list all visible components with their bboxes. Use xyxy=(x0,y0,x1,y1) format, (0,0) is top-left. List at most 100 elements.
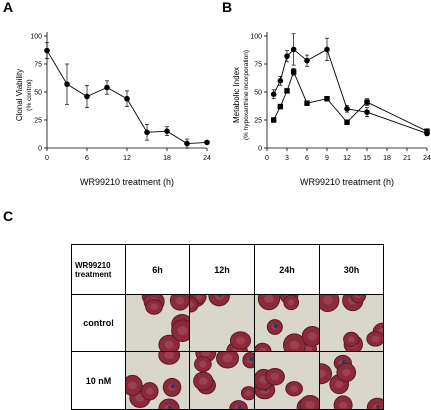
panel-b-data-point xyxy=(270,91,277,98)
micrograph-10nm-12h xyxy=(190,352,254,409)
micrograph-svg xyxy=(190,295,254,351)
micrograph-svg xyxy=(320,352,383,409)
panel-b-y-axis-sublabel: (% hypoxanthine incorporation) xyxy=(243,50,250,140)
micrograph-10nm-6h xyxy=(126,352,189,409)
panel-a-data-point xyxy=(124,95,130,102)
panel-b-data-point xyxy=(284,88,290,94)
red-blood-cell xyxy=(158,398,180,409)
panel-b-x-tick-label: 9 xyxy=(325,155,329,162)
micrograph-svg xyxy=(190,352,254,409)
cell-center xyxy=(289,340,300,350)
micrograph-control-6h xyxy=(126,295,189,351)
panel-a-data-point xyxy=(164,128,170,134)
panel-a-data-point xyxy=(144,129,150,136)
cell-center xyxy=(270,372,280,381)
panel-b-data-point xyxy=(290,69,297,75)
parasite xyxy=(249,357,254,362)
panel-b-data-point xyxy=(324,96,330,102)
panel-b-data-point xyxy=(277,103,284,110)
red-blood-cell xyxy=(229,400,248,409)
panel-b-series-1-line xyxy=(273,70,428,132)
panel-a-data-point xyxy=(204,139,210,146)
parasite xyxy=(167,405,173,409)
cell-center xyxy=(342,368,351,377)
treatment-header: WR99210 treatment xyxy=(71,244,126,295)
cell-center xyxy=(177,326,188,335)
cell-center xyxy=(128,381,137,390)
cell-center xyxy=(164,340,174,349)
cell-center xyxy=(305,400,315,409)
panel-a-y-tick-label: 0 xyxy=(38,146,42,153)
panel-a-x-tick-label: 6 xyxy=(85,155,89,162)
micrograph-10nm-24h xyxy=(255,352,319,409)
time-header-24h: 24h xyxy=(254,244,320,295)
micrograph-svg xyxy=(320,295,383,351)
cell-center xyxy=(199,360,207,368)
panel-a-y-axis-label: Clonal Viability xyxy=(15,69,24,121)
panel-c-letter: C xyxy=(3,208,14,224)
row-label-10nm: 10 nM xyxy=(71,351,126,410)
panel-a-x-axis-label: WR99210 treatment (h) xyxy=(80,177,174,187)
panel-b-x-axis-label: WR99210 treatment (h) xyxy=(300,177,394,187)
cell-center xyxy=(320,369,326,378)
charts-svg: 0 25 50 75 100 0 6 12 18 24 WR99210 treatment (h) C… xyxy=(15,32,431,187)
red-blood-cell xyxy=(350,295,367,304)
cell-center xyxy=(287,299,295,306)
micrograph-control-12h xyxy=(190,295,254,351)
panel-b-data-point xyxy=(324,46,330,53)
cell-center xyxy=(195,295,203,300)
micrograph-10nm-30h xyxy=(320,352,383,409)
panel-b-x-tick-label: 12 xyxy=(343,155,351,162)
time-header-30h: 30h xyxy=(319,244,384,295)
cell-center xyxy=(264,295,274,304)
micrograph-svg xyxy=(255,295,319,351)
panel-b-data-point xyxy=(424,128,430,134)
panel-a-x-tick-label: 12 xyxy=(123,155,131,162)
panel-b-data-point xyxy=(290,46,297,53)
parasite xyxy=(217,295,223,298)
panel-b-x-tick-label: 24 xyxy=(423,155,431,162)
panel-b-y-tick-label: 50 xyxy=(254,90,262,97)
micrograph-svg xyxy=(126,295,189,351)
panel-b-x-tick-label: 3 xyxy=(285,155,289,162)
panel-b-series-0-line xyxy=(273,48,428,134)
cell-center xyxy=(307,332,317,341)
panel-a-y-tick-label: 50 xyxy=(34,90,42,97)
cell-center xyxy=(175,296,185,305)
panel-a-data-point xyxy=(84,93,90,100)
table-row: control xyxy=(71,294,384,352)
micrograph-svg xyxy=(126,352,189,409)
cell-center xyxy=(145,387,154,395)
time-header-6h: 6h xyxy=(125,244,190,295)
cell-center xyxy=(339,401,348,409)
panel-a-data-point xyxy=(104,84,110,91)
panel-b-x-tick-label: 21 xyxy=(403,155,411,162)
panel-b-x-tick-label: 18 xyxy=(383,155,391,162)
panel-b-letter: B xyxy=(222,0,233,15)
panel-a-x-tick-label: 0 xyxy=(45,155,49,162)
panel-b-data-point xyxy=(344,106,350,112)
panel-a-y-tick-label: 25 xyxy=(34,118,42,125)
panel-b-data-point xyxy=(344,119,350,125)
cell-center xyxy=(371,335,380,343)
panel-a-x-tick-label: 18 xyxy=(163,155,171,162)
panel-b-y-tick-label: 75 xyxy=(254,62,262,69)
red-blood-cell xyxy=(208,295,230,307)
cell-center xyxy=(164,352,174,360)
cell-center xyxy=(198,377,208,385)
cell-center xyxy=(235,336,246,345)
red-blood-cell xyxy=(190,296,199,313)
micrograph-control-24h xyxy=(255,295,319,351)
red-blood-cell xyxy=(255,342,272,351)
panel-b-x-tick-label: 0 xyxy=(265,155,269,162)
panel-a-y-tick-label: 100 xyxy=(30,34,42,41)
cell-center xyxy=(201,352,211,357)
panel-b-y-tick-label: 0 xyxy=(258,146,262,153)
panel-b-y-tick-label: 100 xyxy=(250,34,262,41)
panel-a-data-point xyxy=(44,47,50,54)
panel-b-data-point xyxy=(304,100,310,106)
panel-b-data-point xyxy=(277,78,284,84)
panel-b-data-point xyxy=(364,109,370,115)
cell-center xyxy=(222,353,233,363)
cell-center xyxy=(258,347,267,351)
